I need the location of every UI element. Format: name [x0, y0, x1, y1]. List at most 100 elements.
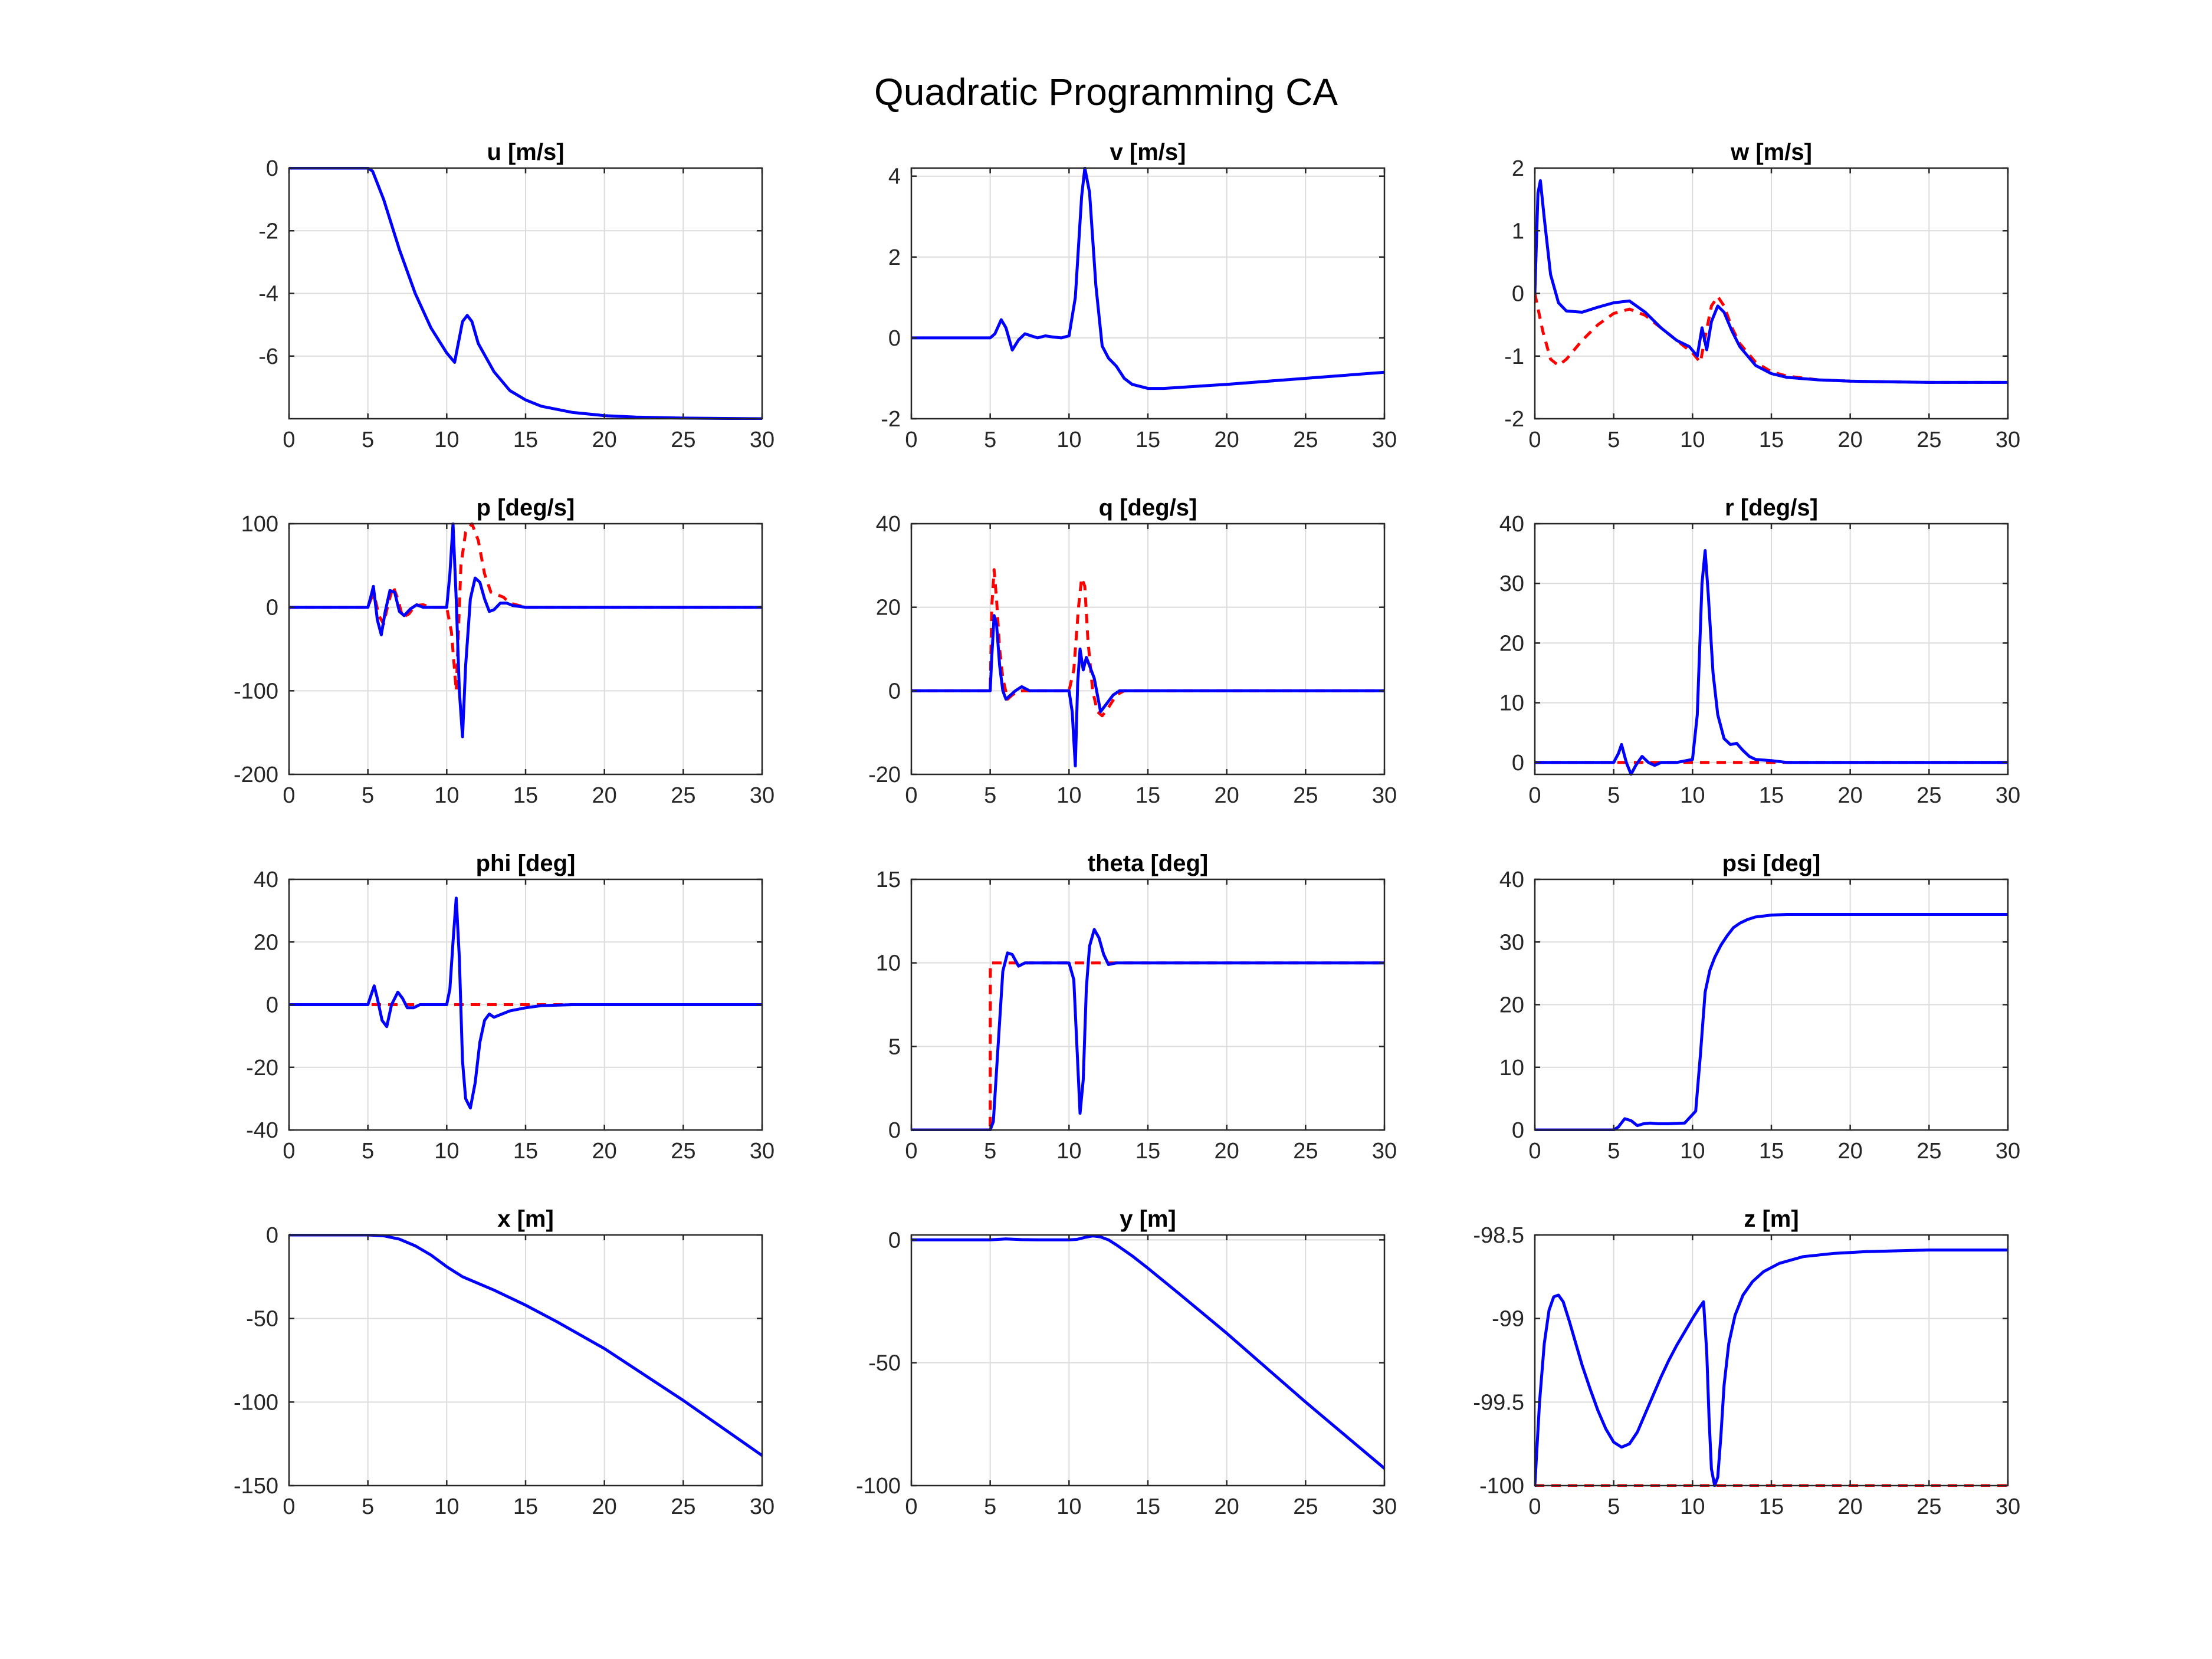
- subplot-title: q [deg/s]: [1099, 495, 1197, 521]
- x-tick-label: 15: [1135, 1139, 1160, 1164]
- x-tick-label: 20: [1215, 428, 1239, 452]
- x-tick-label: 0: [1528, 783, 1541, 808]
- x-tick-label: 5: [984, 1494, 996, 1519]
- x-tick-label: 0: [905, 1139, 917, 1164]
- x-tick-label: 15: [1759, 783, 1784, 808]
- y-tick-label: 40: [876, 512, 901, 537]
- x-tick-label: 25: [1916, 1494, 1941, 1519]
- y-tick-label: 0: [1512, 1118, 1524, 1143]
- x-tick-label: 15: [513, 428, 538, 452]
- actual-line: [1535, 1249, 2008, 1487]
- series-group: [1535, 179, 2008, 384]
- x-tick-label: 20: [1838, 1494, 1863, 1519]
- x-tick-label: 30: [1372, 1139, 1397, 1164]
- x-tick-label: 10: [434, 1139, 459, 1164]
- x-tick-label: 30: [1372, 1494, 1397, 1519]
- y-tick-label: -99.5: [1473, 1390, 1524, 1415]
- y-tick-label: 30: [1499, 571, 1524, 596]
- y-tick-label: -40: [246, 1118, 278, 1143]
- subplot: 0 5 10 15 20 25 30 -100 -50 0 y [m]: [856, 1206, 1397, 1519]
- y-tick-label: 0: [266, 156, 278, 181]
- y-tick-label: 100: [241, 512, 278, 537]
- subplot-title: phi [deg]: [476, 850, 576, 876]
- y-tick-label: 5: [888, 1034, 901, 1059]
- actual-line: [289, 167, 762, 420]
- subplot: 0 5 10 15 20 25 30 0 10 20 30 40 psi [deg]: [1499, 850, 2020, 1164]
- x-tick-label: 30: [1372, 783, 1397, 808]
- subplot: 0 5 10 15 20 25 30 -100 -99.5 -99 -98.5 z [m]: [1473, 1206, 2020, 1519]
- y-tick-label: -1: [1504, 344, 1524, 369]
- x-tick-label: 20: [1838, 428, 1863, 452]
- series-group: [911, 568, 1384, 768]
- y-tick-label: -100: [1479, 1474, 1524, 1499]
- x-tick-label: 10: [1680, 1494, 1705, 1519]
- x-tick-label: 15: [1135, 783, 1160, 808]
- x-tick-label: 20: [1215, 1494, 1239, 1519]
- subplot-title: u [m/s]: [487, 139, 564, 165]
- series-group: [911, 167, 1384, 390]
- y-tick-label: -4: [258, 282, 278, 307]
- x-tick-label: 15: [513, 1139, 538, 1164]
- y-tick-label: -2: [258, 219, 278, 244]
- x-tick-label: 20: [592, 1139, 617, 1164]
- subplot: 0 5 10 15 20 25 30 -200 -100 0 100 p [deg/s]: [234, 495, 774, 808]
- y-tick-label: 20: [876, 596, 901, 620]
- x-tick-label: 20: [592, 783, 617, 808]
- x-tick-label: 25: [1293, 783, 1318, 808]
- x-tick-label: 5: [1607, 428, 1620, 452]
- actual-line: [911, 614, 1384, 768]
- y-tick-label: 2: [1512, 156, 1524, 181]
- x-tick-label: 30: [1996, 428, 2020, 452]
- series-group: [1535, 549, 2008, 776]
- x-tick-label: 5: [984, 1139, 996, 1164]
- x-tick-label: 5: [1607, 783, 1620, 808]
- y-tick-label: 20: [254, 930, 278, 955]
- series-group: [289, 1234, 762, 1457]
- y-tick-label: 40: [1499, 868, 1524, 892]
- y-tick-label: 0: [888, 326, 901, 351]
- y-tick-label: 20: [1499, 631, 1524, 656]
- x-tick-label: 5: [984, 783, 996, 808]
- actual-line: [289, 1234, 762, 1457]
- x-tick-label: 0: [1528, 1494, 1541, 1519]
- series-group: [289, 167, 762, 420]
- y-tick-label: -150: [234, 1474, 278, 1499]
- x-tick-label: 0: [905, 1494, 917, 1519]
- x-tick-label: 10: [434, 783, 459, 808]
- series-group: [289, 523, 762, 738]
- y-tick-label: 0: [888, 1228, 901, 1253]
- y-tick-label: 0: [266, 1223, 278, 1248]
- x-tick-label: 25: [1293, 428, 1318, 452]
- x-tick-label: 0: [905, 783, 917, 808]
- reference-line: [1535, 293, 2008, 384]
- x-tick-label: 10: [1056, 428, 1081, 452]
- y-tick-label: 10: [1499, 1056, 1524, 1080]
- subplot: 0 5 10 15 20 25 30 -150 -100 -50 0 x [m]: [234, 1206, 774, 1519]
- y-tick-label: -2: [1504, 407, 1524, 432]
- x-tick-label: 30: [750, 1139, 774, 1164]
- actual-line: [911, 1234, 1384, 1470]
- y-tick-label: 1: [1512, 219, 1524, 244]
- y-tick-label: -99: [1492, 1307, 1524, 1332]
- x-tick-label: 5: [984, 428, 996, 452]
- subplot-title: z [m]: [1744, 1206, 1799, 1232]
- reference-line: [911, 568, 1384, 718]
- x-tick-label: 25: [671, 1494, 695, 1519]
- x-tick-label: 10: [1680, 783, 1705, 808]
- actual-line: [911, 167, 1384, 390]
- y-tick-label: 30: [1499, 930, 1524, 955]
- x-tick-label: 20: [1215, 783, 1239, 808]
- x-tick-label: 30: [750, 428, 774, 452]
- x-tick-label: 0: [905, 428, 917, 452]
- x-tick-label: 25: [1293, 1139, 1318, 1164]
- x-tick-label: 20: [592, 1494, 617, 1519]
- x-tick-label: 25: [671, 1139, 695, 1164]
- y-tick-label: 40: [254, 868, 278, 892]
- x-tick-label: 15: [1135, 428, 1160, 452]
- subplot: 0 5 10 15 20 25 30 0 10 20 30 40 r [deg/s]: [1499, 495, 2020, 808]
- y-tick-label: 10: [1499, 691, 1524, 716]
- x-tick-label: 0: [283, 428, 295, 452]
- x-tick-label: 25: [1916, 428, 1941, 452]
